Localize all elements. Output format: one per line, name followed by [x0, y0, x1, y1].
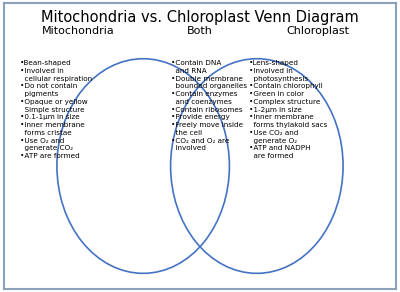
Text: •Bean-shaped
•Involved in
  cellular respiration
•Do not contain
  pigments
•Opa: •Bean-shaped •Involved in cellular respi…	[20, 60, 92, 159]
Text: Chloroplast: Chloroplast	[286, 26, 349, 36]
Text: Mitochondria vs. Chloroplast Venn Diagram: Mitochondria vs. Chloroplast Venn Diagra…	[41, 10, 359, 25]
Text: •Lens-shaped
•Involved in
  photosynthesis
•Contain chlorophyll
•Green in color
: •Lens-shaped •Involved in photosynthesis…	[249, 60, 327, 159]
Text: Both: Both	[187, 26, 213, 36]
Text: •Contain DNA
  and RNA
•Double membrane
  bounded organelles
•Contain enzymes
  : •Contain DNA and RNA •Double membrane bo…	[170, 60, 247, 151]
Text: Mitochondria: Mitochondria	[42, 26, 115, 36]
